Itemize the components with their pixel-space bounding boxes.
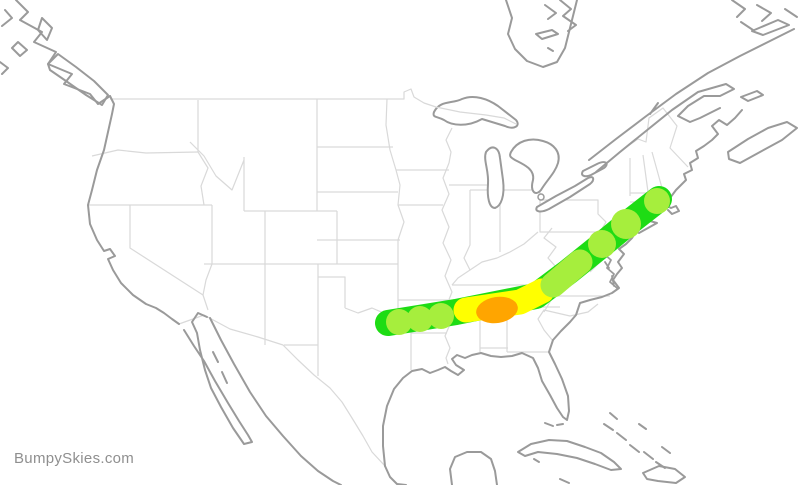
border-across-superior	[435, 106, 517, 125]
hispaniola	[642, 465, 686, 484]
bc-fjords	[15, 0, 111, 105]
newfoundland-bits	[731, 0, 798, 31]
route-segment-moderate	[476, 296, 518, 324]
route-segment-light	[644, 188, 670, 214]
lake-michigan	[484, 146, 505, 209]
florida-keys	[544, 422, 564, 427]
state-borders	[88, 88, 689, 467]
route-segment-light	[611, 209, 641, 239]
nova-scotia	[727, 121, 798, 164]
baja-california	[183, 312, 253, 445]
lake-ontario	[581, 161, 608, 178]
lake-huron	[509, 138, 560, 194]
bahamas	[603, 412, 671, 469]
st-lawrence-south-shore	[595, 83, 735, 173]
route-segment-light	[540, 249, 593, 298]
st-lawrence-north-shore	[588, 28, 795, 161]
lake-superior	[432, 96, 519, 129]
quebec-squiggles	[544, 0, 577, 32]
vancouver-island	[47, 53, 109, 106]
cuba	[517, 439, 622, 471]
lake-st-clair	[537, 193, 545, 201]
yucatan	[384, 451, 570, 485]
james-bay	[505, 0, 578, 68]
nw-islands	[0, 9, 53, 75]
route-segment-light	[428, 303, 454, 329]
prince-edward-island	[740, 90, 764, 102]
mexico-west-coast	[209, 317, 342, 485]
flight-route	[375, 186, 672, 336]
great-lakes	[432, 96, 608, 213]
route-segment-light	[386, 309, 412, 335]
pacific-coast	[87, 95, 180, 325]
lake-erie	[535, 176, 595, 213]
route-segment-light	[407, 306, 433, 332]
watermark: BumpySkies.com	[14, 450, 135, 467]
route-segment-light	[588, 230, 616, 258]
anticosti-island	[751, 19, 790, 36]
